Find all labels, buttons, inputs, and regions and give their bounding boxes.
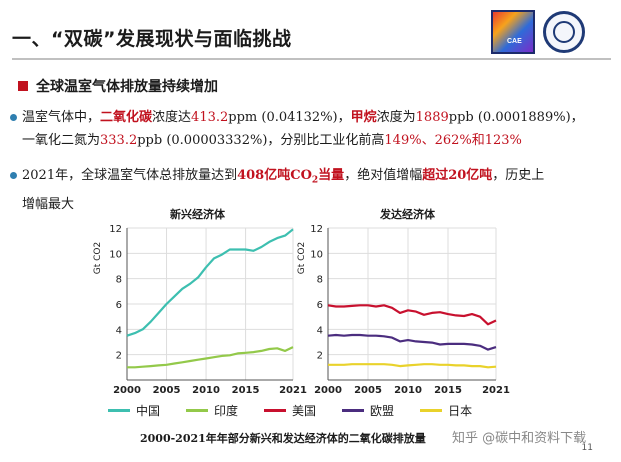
percent-increase: 149%、262%和123% [384, 133, 522, 148]
legend-label: 日本 [448, 404, 473, 418]
y-axis-label: Gt CO2 [93, 242, 103, 274]
legend-item-usa: 美国 [264, 402, 316, 419]
chart-title-emerging: 新兴经济体 [170, 208, 225, 221]
y-tick-label: 12 [109, 224, 122, 235]
y-tick-label: 8 [317, 275, 323, 286]
x-tick-label: 2010 [394, 385, 422, 396]
x-tick-label: 2021 [482, 385, 510, 396]
cae-logo-text: CAE [507, 38, 522, 45]
y-tick-label: 12 [310, 224, 323, 235]
x-tick-label: 2005 [153, 385, 181, 396]
text-fragment: ppm (0.04132%)， [228, 110, 351, 125]
legend-swatch [264, 409, 287, 412]
bullet1-line1: 温室气体中，二氧化碳浓度达413.2ppm (0.04132%)，甲烷浓度为18… [22, 106, 584, 129]
unit-text: 当量 [318, 168, 345, 183]
chart-title-developed: 发达经济体 [380, 208, 435, 221]
bullet2-line1: 2021年，全球温室气体总排放量达到408亿吨CO2当量，绝对值增幅超过20亿吨… [22, 164, 544, 193]
x-tick-label: 2010 [192, 385, 220, 396]
legend-swatch [186, 409, 209, 412]
cae-logo: CAE [491, 10, 535, 54]
text-fragment: ppb (0.0001889%)， [448, 110, 584, 125]
x-tick-label: 2015 [232, 385, 260, 396]
y-tick-label: 2 [317, 351, 323, 362]
x-tick-label: 2021 [279, 385, 307, 396]
legend-item-eu: 欧盟 [342, 402, 394, 419]
increase-highlight: 超过20亿吨 [422, 168, 493, 183]
text-fragment: ，历史上 [492, 168, 545, 183]
legend-label: 印度 [214, 404, 239, 418]
bullet1-line2: 一氧化二氮为333.2ppb (0.00003332%)，分别比工业化前高149… [22, 129, 584, 152]
y-tick-label: 10 [109, 249, 122, 260]
bullet-2021-emissions: 2021年，全球温室气体总排放量达到408亿吨CO2当量，绝对值增幅超过20亿吨… [10, 164, 544, 216]
title-divider [12, 58, 611, 60]
text-fragment: ，绝对值增幅 [344, 168, 423, 183]
series-line-china [126, 228, 294, 337]
bullet-greenhouse-gases: 温室气体中，二氧化碳浓度达413.2ppm (0.04132%)，甲烷浓度为18… [10, 106, 584, 152]
ch4-highlight: 甲烷 [350, 110, 377, 125]
legend-swatch [420, 409, 443, 412]
emblem-inner-ring [553, 21, 575, 43]
university-emblem [543, 11, 585, 53]
chart-legend: 中国 印度 美国 欧盟 日本 [108, 402, 498, 419]
y-tick-label: 10 [310, 249, 323, 260]
bullet-dot-icon [10, 172, 17, 179]
section-heading: 全球温室气体排放量持续增加 [18, 76, 218, 96]
text-fragment: 浓度达 [152, 110, 192, 125]
y-tick-label: 6 [317, 300, 323, 311]
ch4-value: 1889 [415, 110, 449, 125]
slide-title: 一、“双碳”发展现状与面临挑战 [12, 28, 292, 50]
legend-item-india: 印度 [186, 402, 238, 419]
legend-swatch [108, 409, 130, 412]
text-fragment: 温室气体中， [22, 110, 101, 125]
text-fragment: 浓度为 [376, 110, 416, 125]
text-fragment: 2021年，全球温室气体总排放量达到 [22, 168, 238, 183]
legend-item-japan: 日本 [420, 402, 472, 419]
bullet-dot-icon [10, 114, 17, 121]
n2o-value: 333.2 [100, 133, 138, 148]
x-tick-label: 2005 [354, 385, 382, 396]
figure-caption: 2000-2021年年部分新兴和发达经济体的二氧化碳排放量 [140, 432, 426, 445]
x-tick-label: 2015 [434, 385, 462, 396]
co2-value: 413.2 [191, 110, 229, 125]
watermark: 知乎 @碳中和资料下载 [452, 431, 587, 446]
text-fragment: ppb (0.00003332%)，分别比工业化前高 [137, 133, 385, 148]
total-emission-value: 408亿吨CO [237, 168, 312, 183]
y-tick-label: 6 [116, 300, 122, 311]
legend-label: 美国 [292, 404, 317, 418]
x-tick-label: 2000 [113, 385, 141, 396]
section-heading-text: 全球温室气体排放量持续增加 [36, 79, 218, 95]
x-tick-label: 2000 [314, 385, 342, 396]
bullet2-line2: 增幅最大 [22, 196, 75, 212]
series-line-japan [328, 363, 497, 369]
legend-item-china: 中国 [108, 402, 160, 419]
red-square-icon [18, 81, 28, 91]
page-number: 11 [581, 443, 593, 453]
series-line-eu [327, 333, 497, 351]
y-tick-label: 2 [116, 351, 122, 362]
y-tick-label: 4 [116, 325, 122, 336]
legend-swatch [342, 409, 365, 412]
y-tick-label: 8 [116, 275, 122, 286]
series-line-usa [327, 304, 497, 326]
y-tick-label: 4 [317, 325, 323, 336]
legend-label: 欧盟 [370, 404, 395, 418]
y-axis-label: Gt CO2 [297, 242, 307, 274]
legend-label: 中国 [136, 404, 161, 418]
co2-highlight: 二氧化碳 [100, 110, 153, 125]
text-fragment: 一氧化二氮为 [22, 133, 101, 148]
co2-subscript: 2 [311, 175, 319, 186]
series-line-india [127, 346, 294, 369]
